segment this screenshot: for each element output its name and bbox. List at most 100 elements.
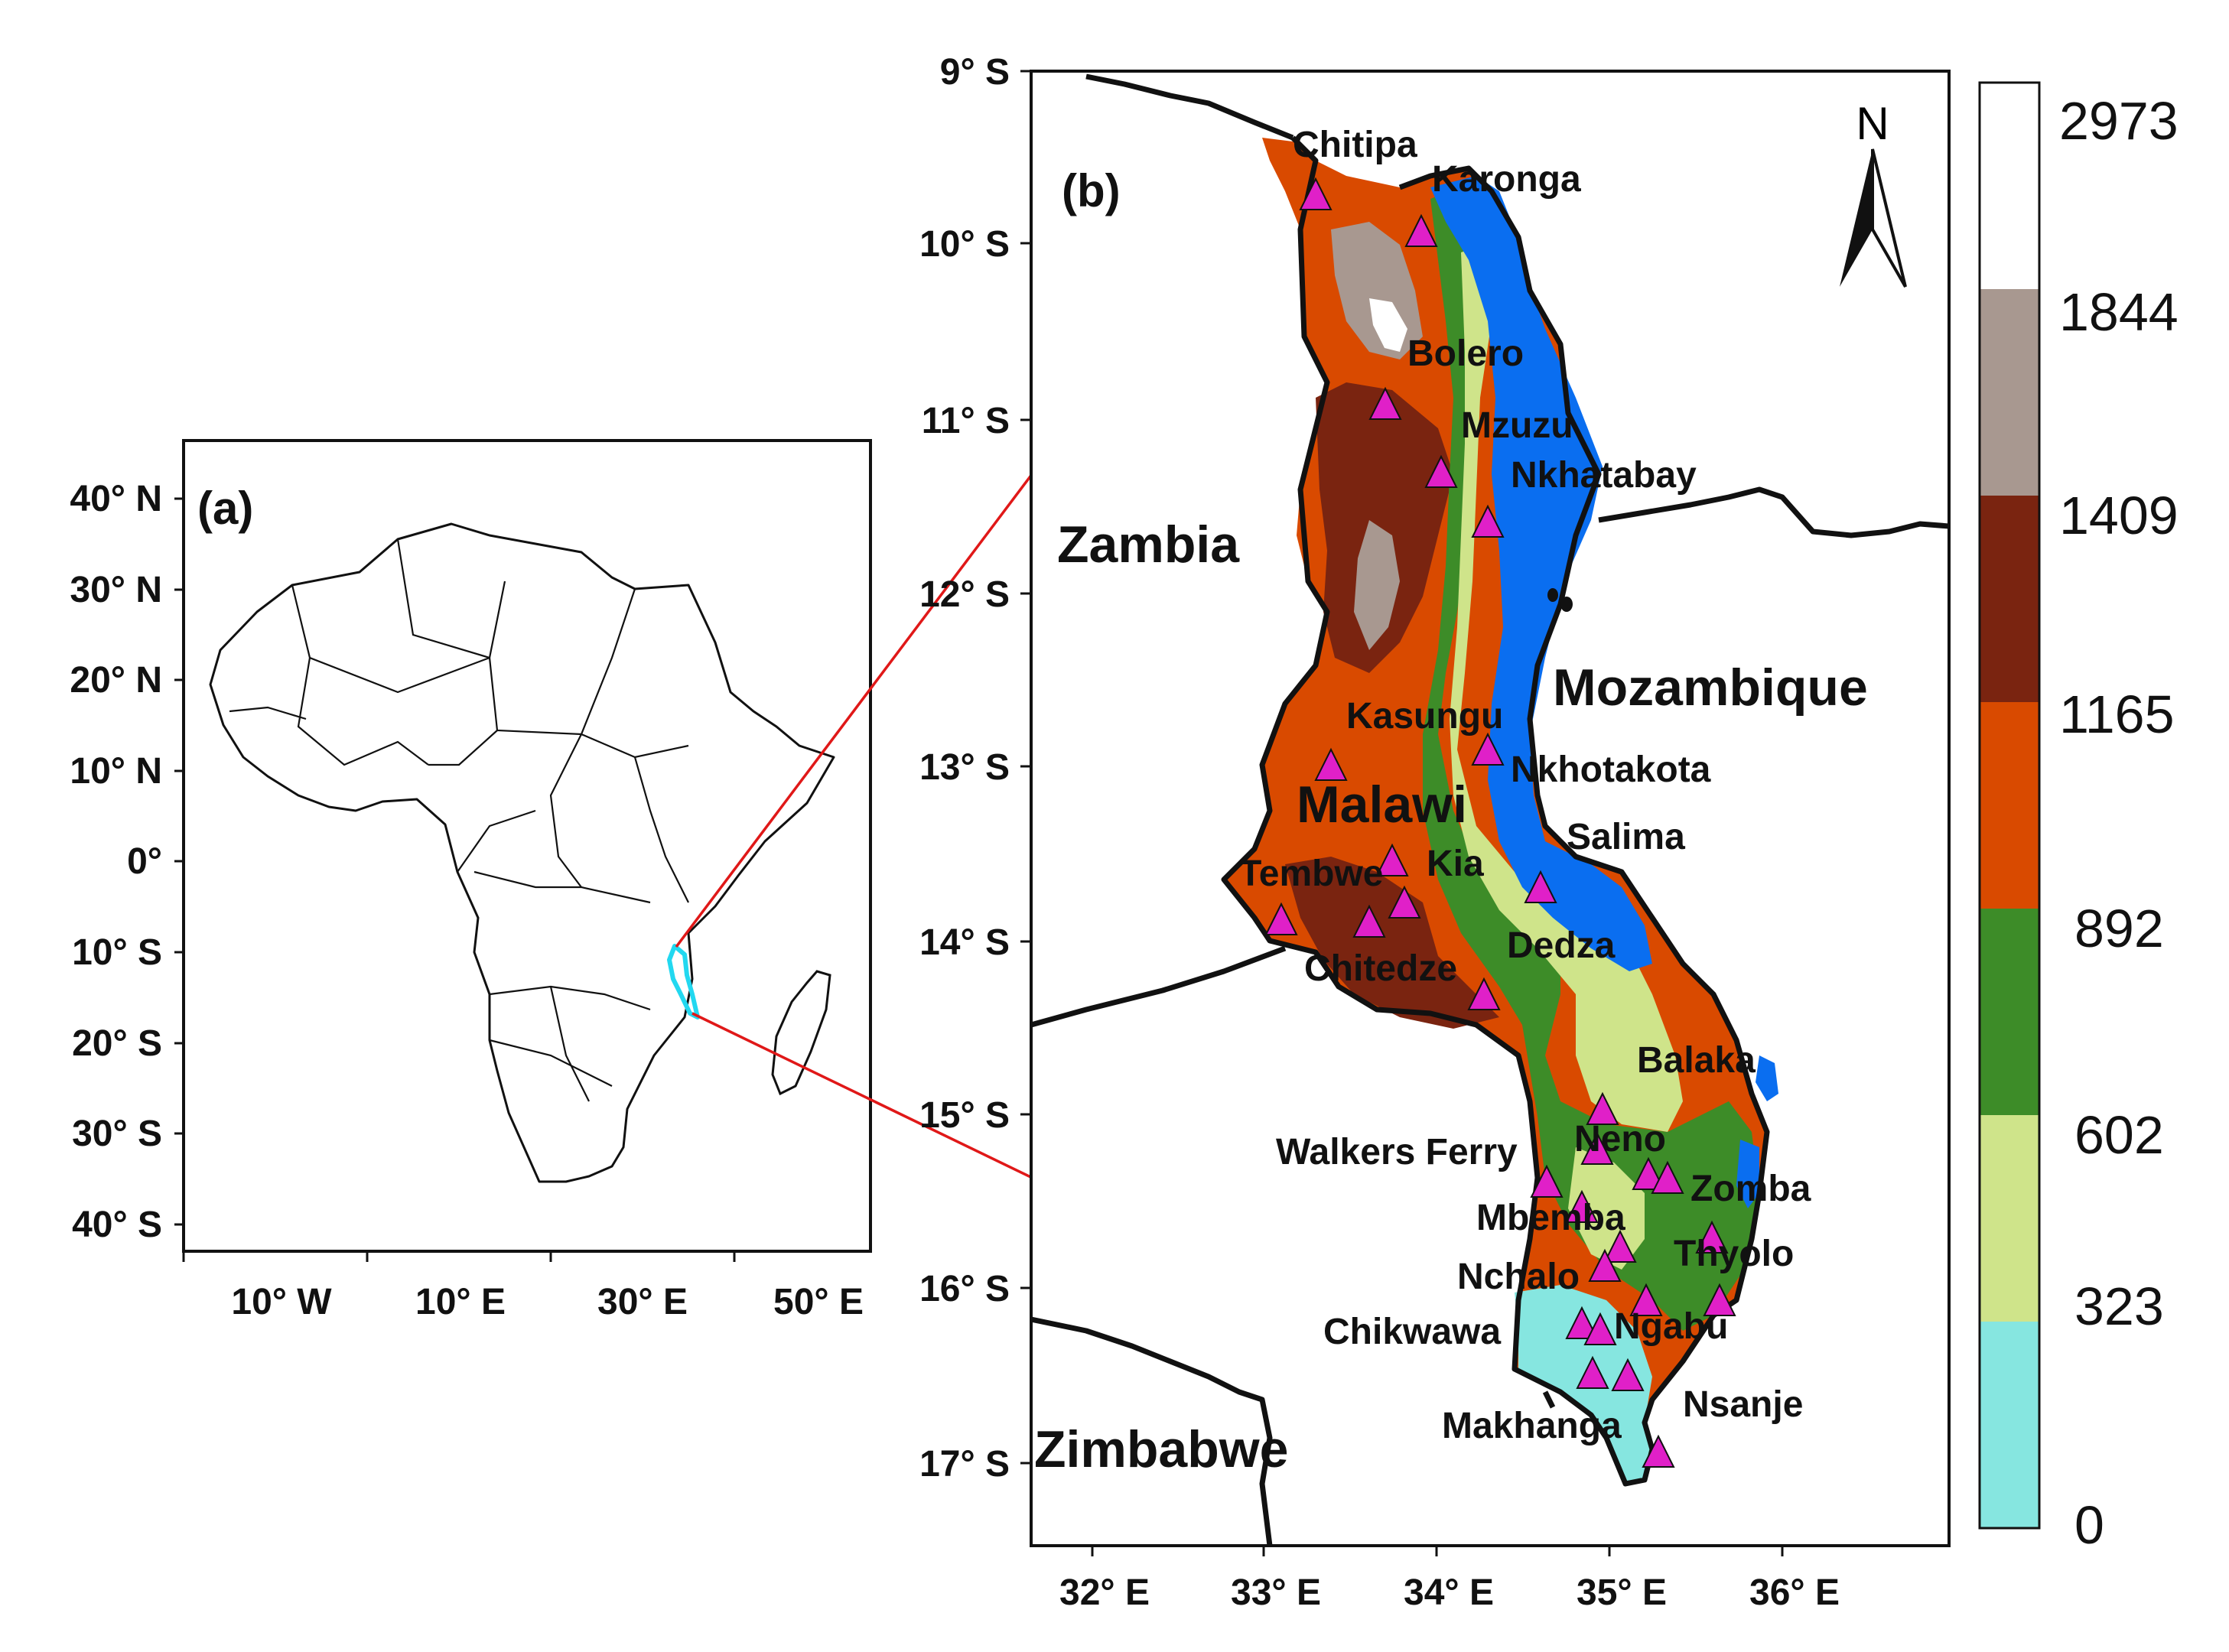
station-marker — [1467, 977, 1501, 1010]
legend-swatch-3 — [1980, 702, 2039, 909]
tick-label: 35° E — [1577, 1572, 1667, 1613]
tick-label: 32° E — [1059, 1572, 1150, 1613]
panel-a-lat-ticks — [174, 497, 184, 1226]
panel-b-lon-ticks — [1091, 1546, 1784, 1556]
country-label: Mozambique — [1553, 659, 1868, 717]
legend-frame — [1978, 81, 2041, 1530]
station-label: Chikwawa — [1323, 1312, 1501, 1352]
station-marker — [1588, 1248, 1622, 1282]
station-label: Nsanje — [1683, 1384, 1803, 1425]
station-marker — [1471, 732, 1505, 766]
station-marker — [1651, 1160, 1684, 1194]
tick-label: 34° E — [1404, 1572, 1494, 1613]
tick-label: 17° S — [919, 1444, 1010, 1485]
tick-label: 40° N — [70, 479, 162, 519]
legend-labels: 2973 1844 1409 1165 892 602 323 0 — [2059, 91, 2179, 1555]
africa-borders — [229, 538, 689, 1102]
station-marker — [1565, 1189, 1599, 1223]
chizumulu-island — [1560, 597, 1573, 612]
station-marker — [1583, 1312, 1617, 1345]
tick-label: 14° S — [919, 922, 1010, 963]
station-label: Makhanga — [1442, 1406, 1622, 1446]
legend-label: 1844 — [2059, 282, 2179, 342]
tick-label: 10° S — [919, 224, 1010, 265]
station-label: Karonga — [1432, 159, 1581, 200]
station-marker — [1352, 904, 1386, 938]
elevation-legend: 2973 1844 1409 1165 892 602 323 0 — [1978, 81, 2179, 1555]
station-marker — [1471, 504, 1505, 538]
panel-b: 9° S 10° S 11° S 12° S 13° S 14° S 15° S… — [919, 52, 1951, 1613]
country-label: Malawi — [1297, 776, 1467, 834]
country-label: Zambia — [1057, 515, 1240, 574]
legend-swatch-6 — [1980, 1322, 2039, 1528]
malawi-elevation-green — [1423, 184, 1759, 1331]
station-label: Tembwe — [1239, 854, 1383, 894]
borders — [1031, 73, 1949, 1546]
station-marker — [1576, 1355, 1609, 1389]
station-marker — [1424, 454, 1458, 488]
station-label: Kia — [1427, 844, 1484, 884]
station-marker — [1299, 177, 1333, 210]
tick-label: 30° S — [72, 1114, 162, 1154]
tick-label: 15° S — [919, 1095, 1010, 1136]
station-marker — [1524, 870, 1557, 903]
legend-label: 1165 — [2059, 685, 2175, 744]
panel-a-lon-ticks — [182, 1251, 736, 1262]
tick-label: 10° E — [415, 1282, 506, 1322]
station-marker — [1629, 1283, 1663, 1316]
legend-swatch-4 — [1980, 909, 2039, 1115]
tick-label: 13° S — [919, 747, 1010, 788]
tick-label: 30° N — [70, 570, 162, 610]
likoma-island — [1547, 588, 1558, 602]
station-marker — [1565, 1306, 1599, 1339]
tick-label: 30° E — [597, 1282, 688, 1322]
station-marker — [1611, 1358, 1645, 1391]
station-label: Ngabu — [1614, 1306, 1728, 1347]
tick-label: 40° S — [72, 1205, 162, 1245]
station-marker — [1632, 1156, 1665, 1190]
station-marker — [1586, 1091, 1619, 1125]
africa-outline — [209, 522, 835, 1183]
panel-a-lat-labels: 40° N 30° N 20° N 10° N 0° 10° S 20° S 3… — [70, 479, 162, 1245]
malawi-elevation-lightgreen-south — [1568, 1147, 1645, 1270]
panel-a-label: (a) — [197, 483, 253, 534]
legend-swatch-0 — [1980, 83, 2039, 289]
station-label: Nchalo — [1457, 1257, 1580, 1297]
legend-label: 1409 — [2059, 486, 2179, 545]
station-label: Salima — [1567, 817, 1685, 857]
lake-malawi — [1430, 176, 1652, 971]
madagascar-outline — [771, 970, 831, 1096]
malawi-elevation-high — [1316, 382, 1453, 673]
tick-label: 0° — [127, 841, 162, 882]
legend-swatch-1 — [1980, 289, 2039, 496]
station-marker — [1530, 1164, 1564, 1198]
north-arrow-label: N — [1856, 98, 1889, 149]
malawi-elevation-lightgreen — [1450, 245, 1683, 1132]
tick-label: 16° S — [919, 1269, 1010, 1309]
station-label: Neno — [1574, 1119, 1666, 1159]
lake-malombe — [1756, 1055, 1778, 1101]
north-arrow: N — [1840, 98, 1907, 288]
panel-b-lat-labels: 9° S 10° S 11° S 12° S 13° S 14° S 15° S… — [919, 52, 1010, 1485]
station-label: Thyolo — [1674, 1234, 1794, 1274]
tick-label: 50° E — [773, 1282, 864, 1322]
north-arrow-icon — [1840, 149, 1873, 287]
legend-label: 2973 — [2059, 91, 2179, 151]
tick-label: 10° N — [70, 751, 162, 792]
station-label: Bolero — [1407, 333, 1524, 374]
tick-label: 10° S — [72, 932, 162, 973]
station-marker — [1642, 1434, 1675, 1468]
station-marker — [1404, 213, 1438, 247]
malawi-elevation-peak — [1369, 298, 1407, 352]
station-marker — [1703, 1283, 1736, 1316]
malawi-elevation-highest-2 — [1354, 520, 1400, 650]
station-marker — [1695, 1220, 1729, 1254]
legend-label: 892 — [2074, 899, 2164, 958]
tick-label: 20° S — [72, 1023, 162, 1064]
station-label: Chitipa — [1293, 125, 1417, 165]
station-marker — [1580, 1131, 1614, 1165]
station-marker — [1375, 843, 1409, 876]
panel-b-label: (b) — [1062, 165, 1121, 216]
station-marker — [1388, 885, 1421, 919]
legend-label: 602 — [2074, 1105, 2164, 1165]
